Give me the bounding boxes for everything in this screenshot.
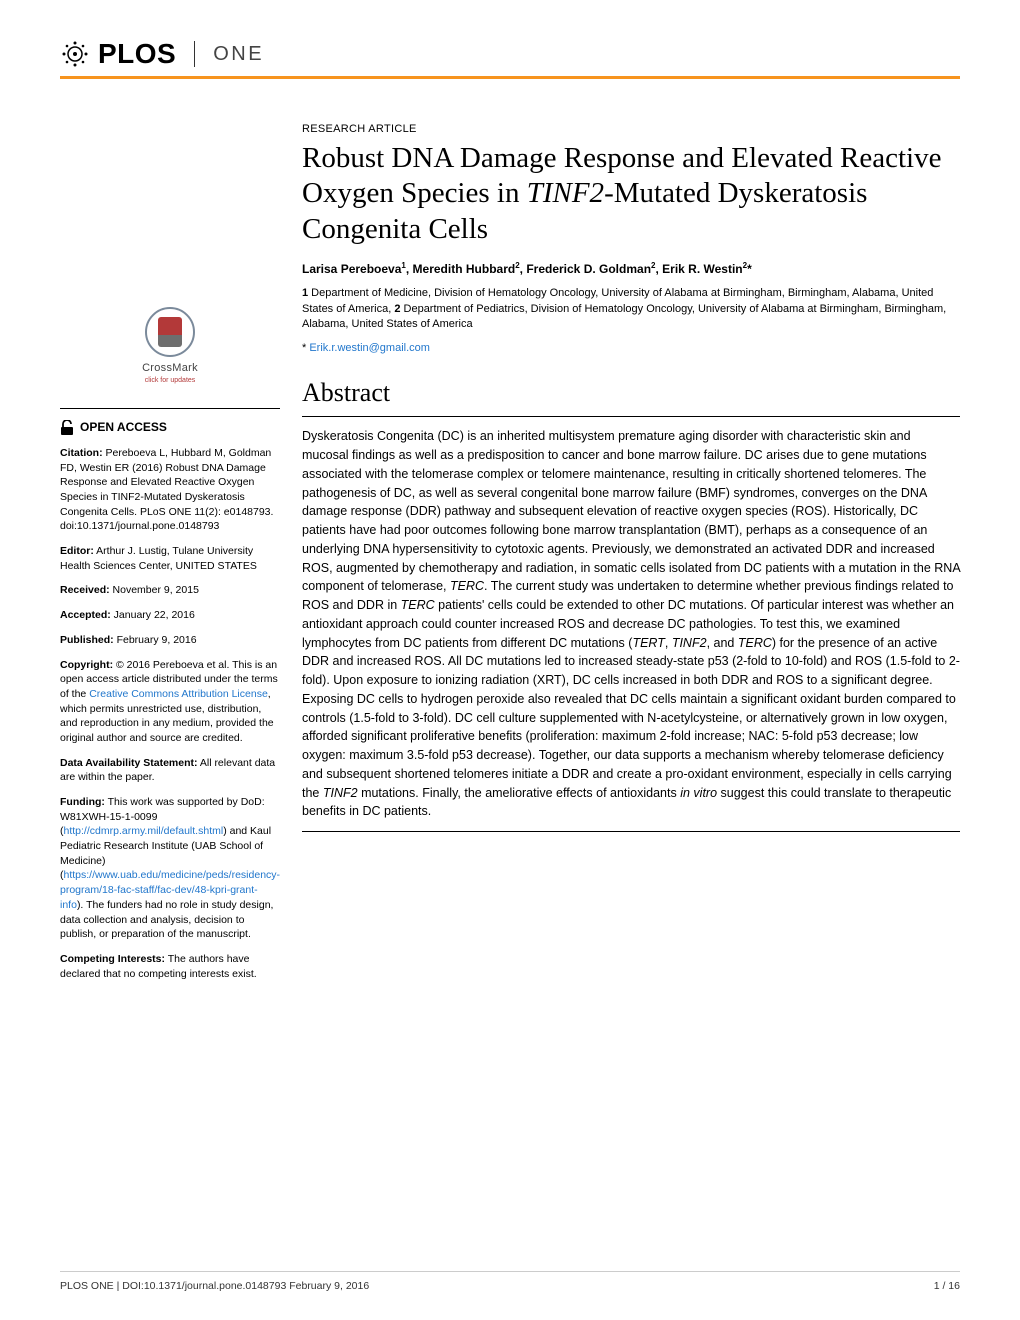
- copyright-label: Copyright:: [60, 659, 113, 671]
- received-label: Received:: [60, 584, 110, 596]
- accepted-block: Accepted: January 22, 2016: [60, 608, 280, 623]
- abstract-text: Dyskeratosis Congenita (DC) is an inheri…: [302, 427, 960, 821]
- funding-post: ). The funders had no role in study desi…: [60, 899, 273, 940]
- plos-logo: PLOS ONE: [60, 38, 264, 70]
- abstract-heading: Abstract: [302, 378, 960, 408]
- crossmark-sub: click for updates: [60, 376, 280, 386]
- citation-label: Citation:: [60, 447, 103, 459]
- copyright-block: Copyright: © 2016 Pereboeva et al. This …: [60, 658, 280, 746]
- data-label: Data Availability Statement:: [60, 757, 198, 769]
- header-divider: [194, 41, 195, 67]
- published-text: February 9, 2016: [114, 634, 197, 646]
- funding-link-1[interactable]: http://cdmrp.army.mil/default.shtml: [64, 825, 224, 837]
- abstract-rule-bottom: [302, 831, 960, 832]
- plos-icon: [60, 39, 90, 69]
- sidebar: CrossMark click for updates OPEN ACCESS …: [60, 123, 280, 991]
- publisher-name: PLOS: [98, 38, 176, 70]
- funding-block: Funding: This work was supported by DoD:…: [60, 795, 280, 942]
- editor-block: Editor: Arthur J. Lustig, Tulane Univers…: [60, 544, 280, 573]
- open-access-row: OPEN ACCESS: [60, 419, 280, 436]
- cc-link[interactable]: Creative Commons Attribution License: [89, 688, 268, 700]
- accepted-label: Accepted:: [60, 609, 111, 621]
- citation-block: Citation: Pereboeva L, Hubbard M, Goldma…: [60, 446, 280, 534]
- article-type: RESEARCH ARTICLE: [302, 123, 960, 135]
- corresponding: * Erik.r.westin@gmail.com: [302, 342, 960, 354]
- crossmark-badge[interactable]: CrossMark click for updates: [60, 307, 280, 386]
- crossmark-icon: [145, 307, 195, 357]
- journal-name: ONE: [213, 43, 264, 66]
- authors: Larisa Pereboeva1, Meredith Hubbard2, Fr…: [302, 261, 960, 276]
- footer-left: PLOS ONE | DOI:10.1371/journal.pone.0148…: [60, 1280, 369, 1292]
- open-access-icon: [60, 420, 74, 436]
- header-accent-rule: [60, 76, 960, 79]
- competing-label: Competing Interests:: [60, 953, 165, 965]
- article-title: Robust DNA Damage Response and Elevated …: [302, 141, 960, 247]
- affiliations: 1 Department of Medicine, Division of He…: [302, 286, 960, 332]
- received-block: Received: November 9, 2015: [60, 583, 280, 598]
- competing-block: Competing Interests: The authors have de…: [60, 952, 280, 981]
- abstract-rule-top: [302, 416, 960, 417]
- footer-right: 1 / 16: [934, 1280, 960, 1292]
- editor-label: Editor:: [60, 545, 94, 557]
- open-access-label: OPEN ACCESS: [80, 419, 167, 436]
- journal-header: PLOS ONE: [60, 38, 960, 70]
- funding-label: Funding:: [60, 796, 105, 808]
- data-block: Data Availability Statement: All relevan…: [60, 756, 280, 785]
- main-column: RESEARCH ARTICLE Robust DNA Damage Respo…: [302, 123, 960, 991]
- accepted-text: January 22, 2016: [111, 609, 195, 621]
- received-text: November 9, 2015: [110, 584, 199, 596]
- citation-text: Pereboeva L, Hubbard M, Goldman FD, West…: [60, 447, 273, 532]
- corr-email[interactable]: Erik.r.westin@gmail.com: [309, 342, 430, 354]
- sidebar-rule: [60, 408, 280, 409]
- published-label: Published:: [60, 634, 114, 646]
- crossmark-label: CrossMark: [60, 361, 280, 376]
- published-block: Published: February 9, 2016: [60, 633, 280, 648]
- page-footer: PLOS ONE | DOI:10.1371/journal.pone.0148…: [60, 1271, 960, 1292]
